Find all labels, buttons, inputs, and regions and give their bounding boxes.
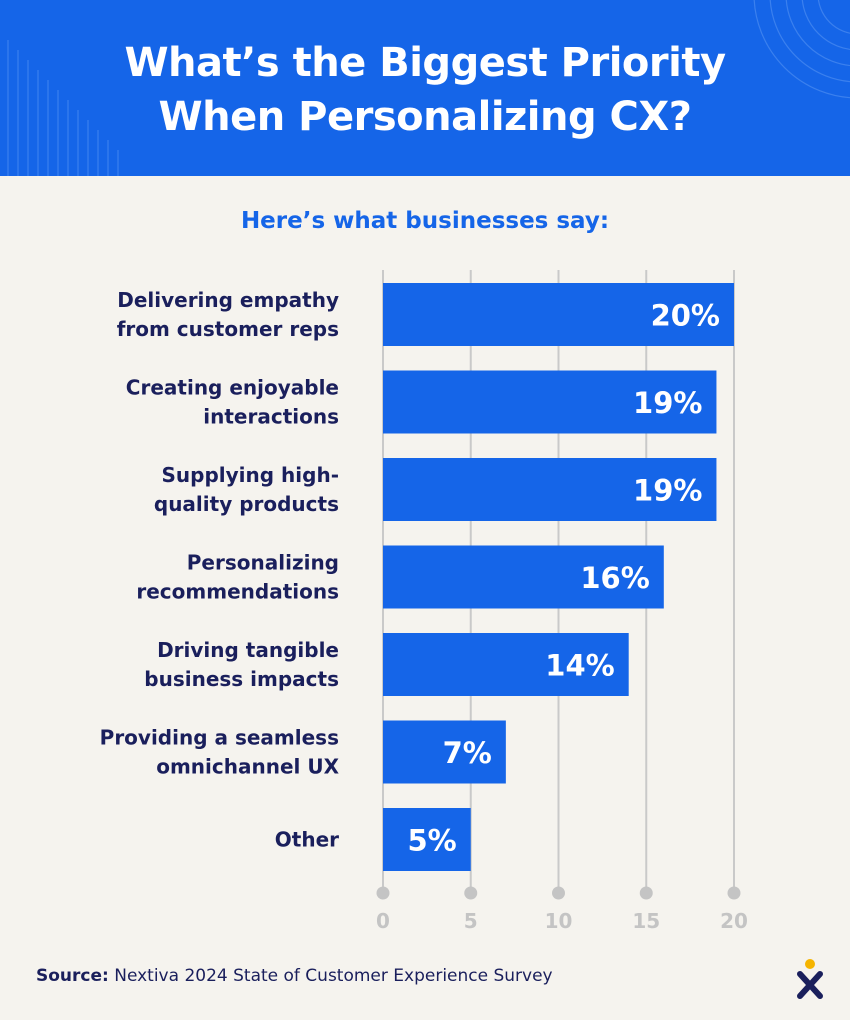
bar [383,633,629,696]
header-banner: What’s the Biggest Priority When Persona… [0,0,850,176]
bar [383,283,734,346]
bar-value-label: 16% [580,561,649,595]
category-label: Creating enjoyable [126,376,339,400]
category-label: Driving tangible [157,638,339,662]
source-note: Source: Nextiva 2024 State of Customer E… [36,966,553,986]
category-label: from customer reps [117,317,339,341]
bar-chart: 20% Delivering empathy from customer reps 1… [100,270,748,933]
page-title: What’s the Biggest Priority When Persona… [0,36,850,144]
axis-tick-dot [464,886,478,900]
category-label: Supplying high- [162,463,340,487]
category-label: Delivering empathy [117,288,339,312]
bar [383,808,471,871]
axis-tick-dot [639,886,653,900]
decorative-pattern [7,0,850,176]
category-label: omnichannel UX [156,755,339,779]
axis-tick-dot [376,886,390,900]
category-label: recommendations [136,580,339,604]
axis-tick-label: 15 [632,909,660,933]
bar [383,370,717,434]
axis-tick-dot [552,886,565,900]
bar-value-label: 19% [633,386,702,420]
axis-tick-label: 0 [376,909,390,933]
axis-tick-label: 20 [720,909,748,933]
category-label: business impacts [144,667,339,691]
category-label: Providing a seamless [100,726,339,750]
category-label: Other [275,828,339,852]
axis-tick-label: 10 [545,909,573,933]
bar-value-label: 7% [443,736,492,770]
bar [383,720,506,784]
category-label: Personalizing [187,551,339,575]
bar-value-label: 20% [651,299,720,333]
bar-value-label: 14% [545,649,614,683]
chart-subtitle: Here’s what businesses say: [240,208,610,234]
bar [383,458,717,521]
bar [383,545,664,609]
source-label: Source: [36,966,109,986]
title-line-1: What’s the Biggest Priority [124,40,726,86]
category-label: interactions [203,405,339,429]
axis-tick-label: 5 [464,909,478,933]
title-line-2: When Personalizing CX? [158,94,692,140]
bar-value-label: 19% [633,474,702,508]
source-text: Nextiva 2024 State of Customer Experienc… [108,966,553,986]
category-label: quality products [154,492,339,516]
bar-value-label: 5% [408,824,457,858]
nextiva-logo-icon [797,959,823,999]
axis-tick-dot [727,886,741,900]
